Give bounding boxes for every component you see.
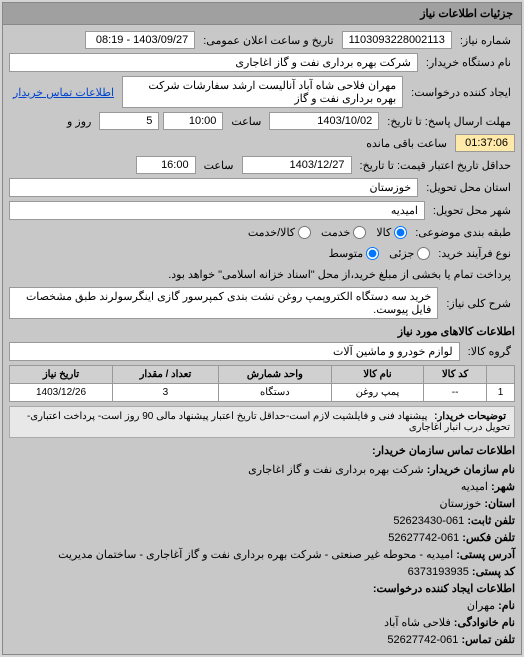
list-item: تلفن ثابت: 061-52623430 bbox=[9, 512, 515, 529]
radio-khedmat[interactable]: خدمت bbox=[321, 226, 366, 239]
goods-table: کد کالا نام کالا واحد شمارش تعداد / مقدا… bbox=[9, 365, 515, 402]
key-desc-field: خرید سه دستگاه الکتروپمپ روغن نشت بندی ک… bbox=[9, 287, 438, 319]
list-item: تلفن فکس: 061-52627742 bbox=[9, 529, 515, 546]
list-item: اطلاعات ایجاد کننده درخواست: bbox=[9, 580, 515, 597]
province-field: خوزستان bbox=[9, 178, 418, 197]
price-validity-time-label: ساعت bbox=[200, 157, 238, 174]
buyer-contact-link[interactable]: اطلاعات تماس خریدار bbox=[9, 84, 118, 101]
col-qty: تعداد / مقدار bbox=[113, 366, 219, 384]
goods-group-field: لوازم خودرو و ماشین آلات bbox=[9, 342, 460, 361]
province-label: استان محل تحویل: bbox=[422, 179, 515, 196]
radio-kala-input[interactable] bbox=[394, 226, 407, 239]
details-panel: جزئیات اطلاعات نیاز شماره نیاز: 11030932… bbox=[2, 2, 522, 655]
need-number-field: 1103093228002113 bbox=[342, 31, 452, 49]
list-item: نام سازمان خریدار: شرکت بهره برداری نفت … bbox=[9, 461, 515, 478]
subject-type-group: کالا خدمت کالا/خدمت bbox=[248, 226, 407, 239]
col-code: کد کالا bbox=[424, 366, 487, 384]
city-label: شهر محل تحویل: bbox=[429, 202, 515, 219]
radio-kala-khedmat-input[interactable] bbox=[298, 226, 311, 239]
radio-kala[interactable]: کالا bbox=[376, 226, 407, 239]
deadline-time-field: 10:00 bbox=[163, 112, 223, 130]
col-date: تاریخ نیاز bbox=[10, 366, 113, 384]
buyer-note-box: توضیحات خریدار: پیشنهاد فنی و فایلشیت لا… bbox=[9, 406, 515, 438]
deadline-label: مهلت ارسال پاسخ: تا تاریخ: bbox=[383, 113, 515, 130]
price-validity-time-field: 16:00 bbox=[136, 156, 196, 174]
cell-date: 1403/12/26 bbox=[10, 384, 113, 402]
list-item: نام خانوادگی: فلاحی شاه آباد bbox=[9, 614, 515, 631]
price-validity-date-field: 1403/12/27 bbox=[242, 156, 352, 174]
cell-name: پمپ روغن bbox=[331, 384, 423, 402]
deadline-date-field: 1403/10/02 bbox=[269, 112, 379, 130]
process-group: جزئی متوسط bbox=[329, 247, 431, 260]
list-item: استان: خوزستان bbox=[9, 495, 515, 512]
process-label: نوع فرآیند خرید: bbox=[434, 245, 515, 262]
radio-kala-khedmat[interactable]: کالا/خدمت bbox=[248, 226, 311, 239]
cell-code: -- bbox=[424, 384, 487, 402]
radio-jozi[interactable]: جزئی bbox=[389, 247, 430, 260]
cell-qty: 3 bbox=[113, 384, 219, 402]
contact-section-title: اطلاعات تماس سازمان خریدار: bbox=[9, 444, 515, 457]
panel-title: جزئیات اطلاعات نیاز bbox=[3, 3, 521, 25]
table-row: 1 -- پمپ روغن دستگاه 3 1403/12/26 bbox=[10, 384, 515, 402]
requester-field: مهران فلاحی شاه آباد آنالیست ارشد سفارشا… bbox=[122, 76, 403, 108]
contact-info-list: نام سازمان خریدار: شرکت بهره برداری نفت … bbox=[9, 461, 515, 648]
radio-motavaset-input[interactable] bbox=[366, 247, 379, 260]
cell-unit: دستگاه bbox=[218, 384, 331, 402]
col-name: نام کالا bbox=[331, 366, 423, 384]
goods-group-label: گروه کالا: bbox=[464, 343, 515, 360]
key-desc-label: شرح کلی نیاز: bbox=[442, 295, 515, 312]
list-item: شهر: امیدیه bbox=[9, 478, 515, 495]
process-note: پرداخت تمام یا بخشی از مبلغ خرید،از محل … bbox=[9, 266, 515, 283]
subject-type-label: طبقه بندی موضوعی: bbox=[411, 224, 515, 241]
list-item: آدرس پستی: امیدیه - محوطه غیر صنعتی - شر… bbox=[9, 546, 515, 563]
radio-khedmat-input[interactable] bbox=[353, 226, 366, 239]
announce-field: 1403/09/27 - 08:19 bbox=[85, 31, 195, 49]
goods-section-title: اطلاعات کالاهای مورد نیاز bbox=[9, 325, 515, 338]
remaining-label: ساعت باقی مانده bbox=[362, 135, 451, 152]
deadline-time-label: ساعت bbox=[227, 113, 265, 130]
remaining-time-field: 01:37:06 bbox=[455, 134, 515, 152]
col-unit: واحد شمارش bbox=[218, 366, 331, 384]
announce-label: تاریخ و ساعت اعلان عمومی: bbox=[199, 32, 337, 49]
radio-jozi-input[interactable] bbox=[417, 247, 430, 260]
days-label: روز و bbox=[63, 113, 95, 130]
buyer-org-label: نام دستگاه خریدار: bbox=[422, 54, 515, 71]
list-item: کد پستی: 6373193935 bbox=[9, 563, 515, 580]
days-remaining-field: 5 bbox=[99, 112, 159, 130]
list-item: تلفن تماس: 061-52627742 bbox=[9, 631, 515, 648]
buyer-org-field: شرکت بهره برداری نفت و گاز اغاجاری bbox=[9, 53, 418, 72]
price-validity-label: حداقل تاریخ اعتبار قیمت: تا تاریخ: bbox=[356, 157, 515, 174]
city-field: امیدیه bbox=[9, 201, 425, 220]
col-index bbox=[487, 366, 515, 384]
need-number-label: شماره نیاز: bbox=[456, 32, 515, 49]
requester-label: ایجاد کننده درخواست: bbox=[407, 84, 515, 101]
cell-index: 1 bbox=[487, 384, 515, 402]
radio-motavaset[interactable]: متوسط bbox=[329, 247, 380, 260]
list-item: نام: مهران bbox=[9, 597, 515, 614]
panel-body: شماره نیاز: 1103093228002113 تاریخ و ساع… bbox=[3, 25, 521, 654]
table-header-row: کد کالا نام کالا واحد شمارش تعداد / مقدا… bbox=[10, 366, 515, 384]
